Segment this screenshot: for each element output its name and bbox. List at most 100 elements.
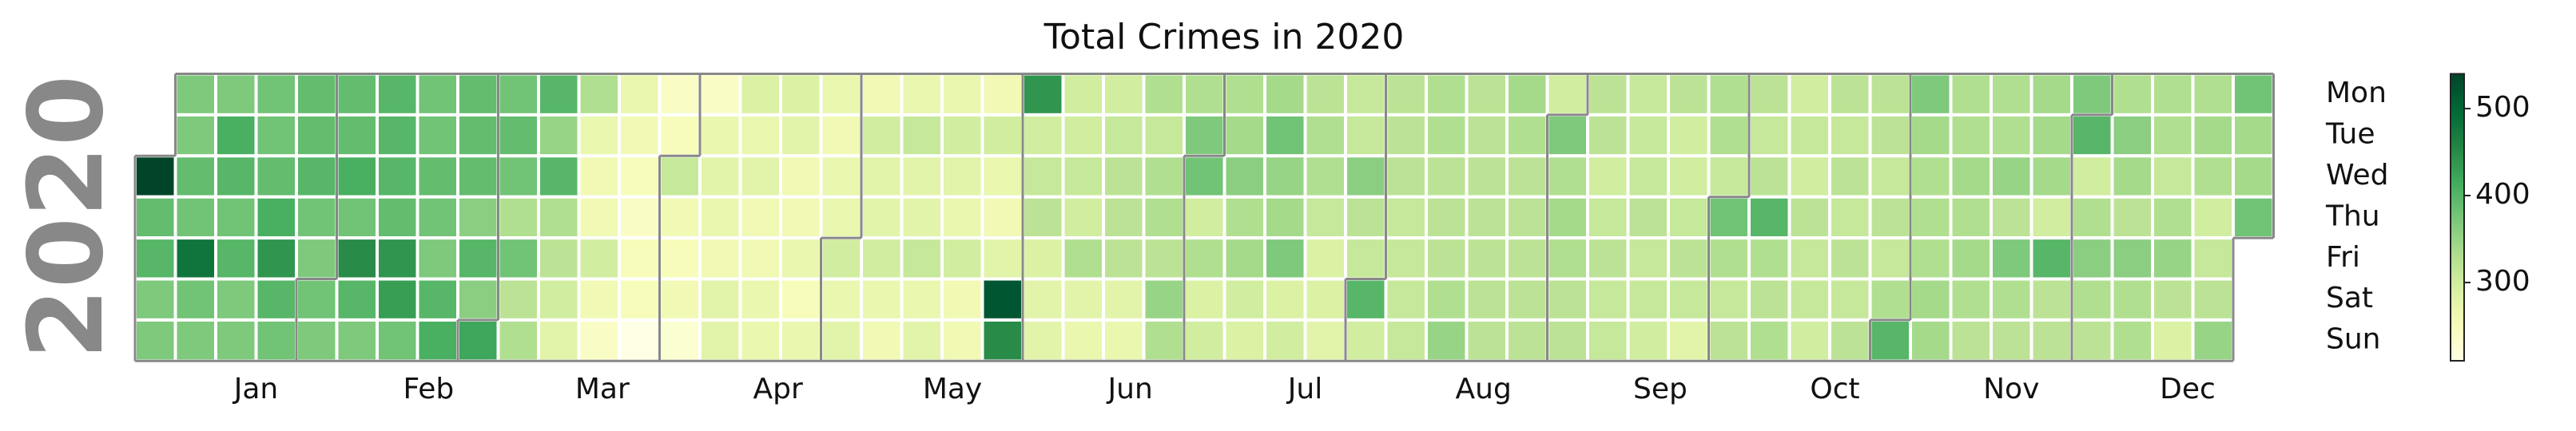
colorbar-segment bbox=[2451, 217, 2464, 222]
day-cell bbox=[1707, 195, 1751, 240]
day-cell bbox=[2191, 277, 2235, 322]
day-cell bbox=[1545, 318, 1589, 363]
day-cell bbox=[980, 72, 1024, 117]
day-cell bbox=[1626, 113, 1670, 158]
day-cell bbox=[214, 113, 258, 158]
day-cell bbox=[698, 318, 742, 363]
day-cell bbox=[1949, 277, 1993, 322]
day-cell bbox=[1021, 236, 1065, 281]
day-cell bbox=[1586, 236, 1630, 281]
day-cell bbox=[1425, 318, 1469, 363]
colorbar-segment bbox=[2451, 134, 2464, 139]
day-cell bbox=[1465, 318, 1509, 363]
day-cell bbox=[1344, 72, 1388, 117]
day-cell bbox=[1465, 277, 1509, 322]
colorbar-segment bbox=[2451, 310, 2464, 315]
day-cell bbox=[1061, 72, 1105, 117]
day-cell bbox=[1102, 318, 1146, 363]
day-cell bbox=[173, 236, 217, 281]
day-cell bbox=[1102, 195, 1146, 240]
colorbar-segment bbox=[2451, 249, 2464, 254]
day-cell bbox=[295, 72, 339, 117]
colorbar-segment bbox=[2451, 117, 2464, 121]
colorbar-segment bbox=[2451, 253, 2464, 258]
colorbar-segment bbox=[2451, 275, 2464, 279]
day-cell bbox=[1868, 72, 1912, 117]
day-cell bbox=[1142, 318, 1186, 363]
day-cell bbox=[980, 318, 1024, 363]
day-cell bbox=[2029, 154, 2073, 199]
day-cell bbox=[1505, 113, 1549, 158]
day-cell bbox=[1586, 195, 1630, 240]
day-cell bbox=[456, 113, 500, 158]
day-cell bbox=[900, 72, 944, 117]
day-cell bbox=[1586, 318, 1630, 363]
day-cell bbox=[819, 236, 863, 281]
colorbar-segment bbox=[2451, 282, 2464, 287]
colorbar-segment bbox=[2451, 98, 2464, 103]
day-cell bbox=[1787, 318, 1831, 363]
day-cell bbox=[376, 195, 419, 240]
day-cell bbox=[980, 113, 1024, 158]
colorbar-segment bbox=[2451, 95, 2464, 100]
day-cell bbox=[1586, 72, 1630, 117]
day-cell bbox=[1949, 113, 1993, 158]
day-cell bbox=[496, 195, 540, 240]
day-cell bbox=[1909, 154, 1953, 199]
day-cell bbox=[1021, 113, 1065, 158]
colorbar-segment bbox=[2451, 271, 2464, 275]
day-cell bbox=[1222, 318, 1266, 363]
day-cell bbox=[295, 154, 339, 199]
day-cell bbox=[335, 318, 379, 363]
colorbar-segment bbox=[2451, 141, 2464, 146]
day-cell bbox=[1384, 195, 1428, 240]
day-cell bbox=[2232, 195, 2276, 240]
day-cell bbox=[295, 277, 339, 322]
colorbar-segment bbox=[2451, 181, 2464, 186]
year-label: 2020 bbox=[7, 75, 126, 359]
month-label: Mar bbox=[575, 373, 630, 405]
colorbar-segment bbox=[2451, 260, 2464, 265]
day-cell bbox=[537, 72, 581, 117]
chart-title: Total Crimes in 2020 bbox=[1044, 17, 1405, 57]
colorbar-segment bbox=[2451, 357, 2464, 362]
day-cell bbox=[1828, 195, 1872, 240]
day-cell bbox=[295, 318, 339, 363]
day-cell bbox=[2151, 113, 2195, 158]
day-cell bbox=[1909, 236, 1953, 281]
colorbar-segment bbox=[2451, 192, 2464, 196]
day-cell bbox=[1747, 113, 1791, 158]
colorbar-segment bbox=[2451, 335, 2464, 340]
day-cell bbox=[456, 236, 500, 281]
colorbar-segment bbox=[2451, 127, 2464, 132]
colorbar-segment bbox=[2451, 88, 2464, 93]
colorbar-segment bbox=[2451, 242, 2464, 247]
colorbar-segment bbox=[2451, 156, 2464, 160]
colorbar-segment bbox=[2451, 278, 2464, 283]
day-cell bbox=[133, 154, 177, 199]
day-cell bbox=[738, 195, 782, 240]
day-cell bbox=[1949, 72, 1993, 117]
day-cell bbox=[1061, 318, 1105, 363]
colorbar-segment bbox=[2451, 246, 2464, 251]
day-cell bbox=[1667, 72, 1711, 117]
day-cell bbox=[1021, 318, 1065, 363]
day-cell bbox=[1747, 277, 1791, 322]
day-cell bbox=[376, 72, 419, 117]
day-cell bbox=[1344, 318, 1388, 363]
day-cell bbox=[860, 113, 904, 158]
day-cell bbox=[2029, 195, 2073, 240]
colorbar-segment bbox=[2451, 138, 2464, 143]
day-cell bbox=[2151, 72, 2195, 117]
day-cell bbox=[940, 72, 984, 117]
day-cell bbox=[1061, 113, 1105, 158]
day-cell bbox=[1021, 154, 1065, 199]
day-cell bbox=[819, 154, 863, 199]
colorbar-segment bbox=[2451, 148, 2464, 153]
day-cell bbox=[1142, 236, 1186, 281]
day-cell bbox=[1183, 195, 1226, 240]
day-cell bbox=[2191, 72, 2235, 117]
day-cell bbox=[1222, 277, 1266, 322]
day-cell bbox=[2232, 113, 2276, 158]
day-cell bbox=[1263, 195, 1307, 240]
